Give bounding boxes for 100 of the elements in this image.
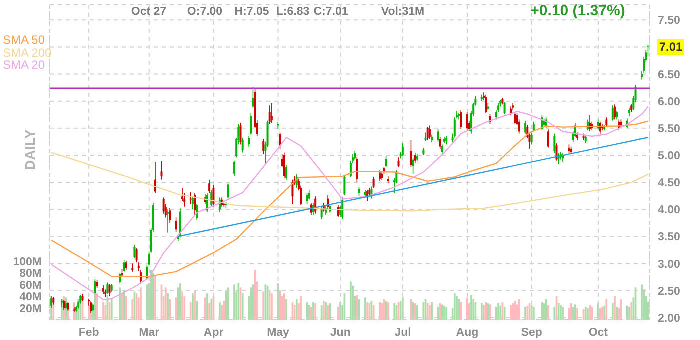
y2-tick-label: 80M <box>20 268 42 280</box>
candlestick <box>344 176 346 196</box>
candlestick <box>160 161 163 180</box>
candlestick <box>136 248 138 264</box>
y-tick-label: 6.50 <box>658 69 680 82</box>
y-tick-label: 7.50 <box>658 15 680 28</box>
candlestick <box>104 289 107 298</box>
candlestick <box>285 164 288 180</box>
candlestick <box>426 126 429 141</box>
x-tick-label: Jun <box>330 327 351 340</box>
candlestick <box>412 157 414 174</box>
candlestick <box>252 86 254 108</box>
x-tick-label: May <box>267 327 290 340</box>
candlestick <box>466 112 468 131</box>
y-tick-label: 4.50 <box>658 178 680 190</box>
y-tick-label: 2.00 <box>658 312 680 325</box>
candlestick <box>547 129 550 148</box>
y-tick-label: 4.00 <box>658 204 680 217</box>
x-tick-label: Apr <box>204 327 224 340</box>
candlestick <box>262 138 265 155</box>
x-tick-label: Feb <box>78 327 100 340</box>
x-tick-label: Aug <box>456 327 479 340</box>
candlestick <box>210 190 213 208</box>
candlestick <box>439 136 442 150</box>
candlestick <box>175 217 178 233</box>
candlestick <box>385 156 388 168</box>
candlestick <box>242 138 244 154</box>
candlestick <box>379 170 382 182</box>
candlestick <box>514 112 516 124</box>
candlestick <box>554 133 556 154</box>
candlestick <box>458 112 460 120</box>
y-tick-label: 3.50 <box>658 232 680 244</box>
candlestick <box>306 192 308 205</box>
candlestick <box>414 152 416 164</box>
x-tick-label: Mar <box>139 327 160 340</box>
annotation: Oct 27 <box>131 6 167 18</box>
candlestick <box>428 125 431 140</box>
candlestick <box>227 183 230 200</box>
candlestick <box>108 284 111 297</box>
candlestick <box>192 196 194 210</box>
candlestick <box>398 157 400 168</box>
candlestick <box>372 176 375 188</box>
text: DAILY <box>22 130 38 170</box>
candlestick <box>240 122 242 146</box>
annotation: C:7.01 <box>314 6 348 18</box>
y-tick-label: 2.50 <box>658 286 680 298</box>
candlestick <box>358 186 360 196</box>
annotation: L:6.83 <box>276 6 310 18</box>
candlestick <box>279 132 282 150</box>
candlestick <box>485 94 488 114</box>
annotation: H:7.05 <box>234 6 270 18</box>
candlestick <box>356 157 358 183</box>
candlestick <box>612 105 614 122</box>
candlestick <box>169 208 172 224</box>
x-tick-label: Sep <box>521 327 542 340</box>
y-tick-label: 5.00 <box>658 150 680 163</box>
candlestick <box>248 136 250 148</box>
candlestick <box>270 103 273 124</box>
candlestick <box>530 132 533 146</box>
text: SMA 20 <box>3 58 46 72</box>
annotation: Vol:31M <box>381 6 425 18</box>
line-series <box>51 120 649 278</box>
y2-tick-label: 40M <box>20 292 42 304</box>
candlestick <box>460 110 462 130</box>
candlestick <box>212 184 215 208</box>
candlestick <box>194 192 196 216</box>
annotation: +0.10 (1.37%) <box>530 2 626 20</box>
annotation: O:7.00 <box>187 6 223 18</box>
y-tick-label: 6.00 <box>658 96 680 108</box>
y-tick-label: 5.50 <box>658 123 680 136</box>
line-series <box>51 106 649 301</box>
x-tick-label: Jul <box>394 327 412 340</box>
candlestick <box>410 140 412 168</box>
line-series <box>51 152 649 212</box>
candlestick <box>123 260 126 273</box>
candlestick <box>132 263 134 272</box>
y2-tick-label: 100M <box>13 256 42 268</box>
text: 7.01 <box>657 39 685 55</box>
candlestick <box>308 190 310 200</box>
candlestick <box>556 143 558 162</box>
candlestick <box>166 209 169 234</box>
candlestick <box>437 129 440 143</box>
candlestick <box>402 143 404 157</box>
candlestick <box>268 105 271 124</box>
candlestick <box>250 112 252 136</box>
candlestick <box>106 282 109 295</box>
candlestick <box>504 102 506 115</box>
candlestick <box>162 197 165 214</box>
candlestick <box>524 120 527 134</box>
candlestick <box>134 244 136 259</box>
candlestick <box>234 160 236 176</box>
text: SMA 200 <box>3 46 52 60</box>
candlestick <box>614 104 616 120</box>
text: SMA 50 <box>3 33 46 47</box>
candlestick <box>208 179 211 194</box>
candlestick <box>283 152 286 179</box>
candlestick <box>387 176 390 184</box>
y-tick-label: 3.00 <box>658 258 680 271</box>
y2-tick-label: 60M <box>20 280 42 292</box>
y2-tick-label: 20M <box>20 303 42 316</box>
